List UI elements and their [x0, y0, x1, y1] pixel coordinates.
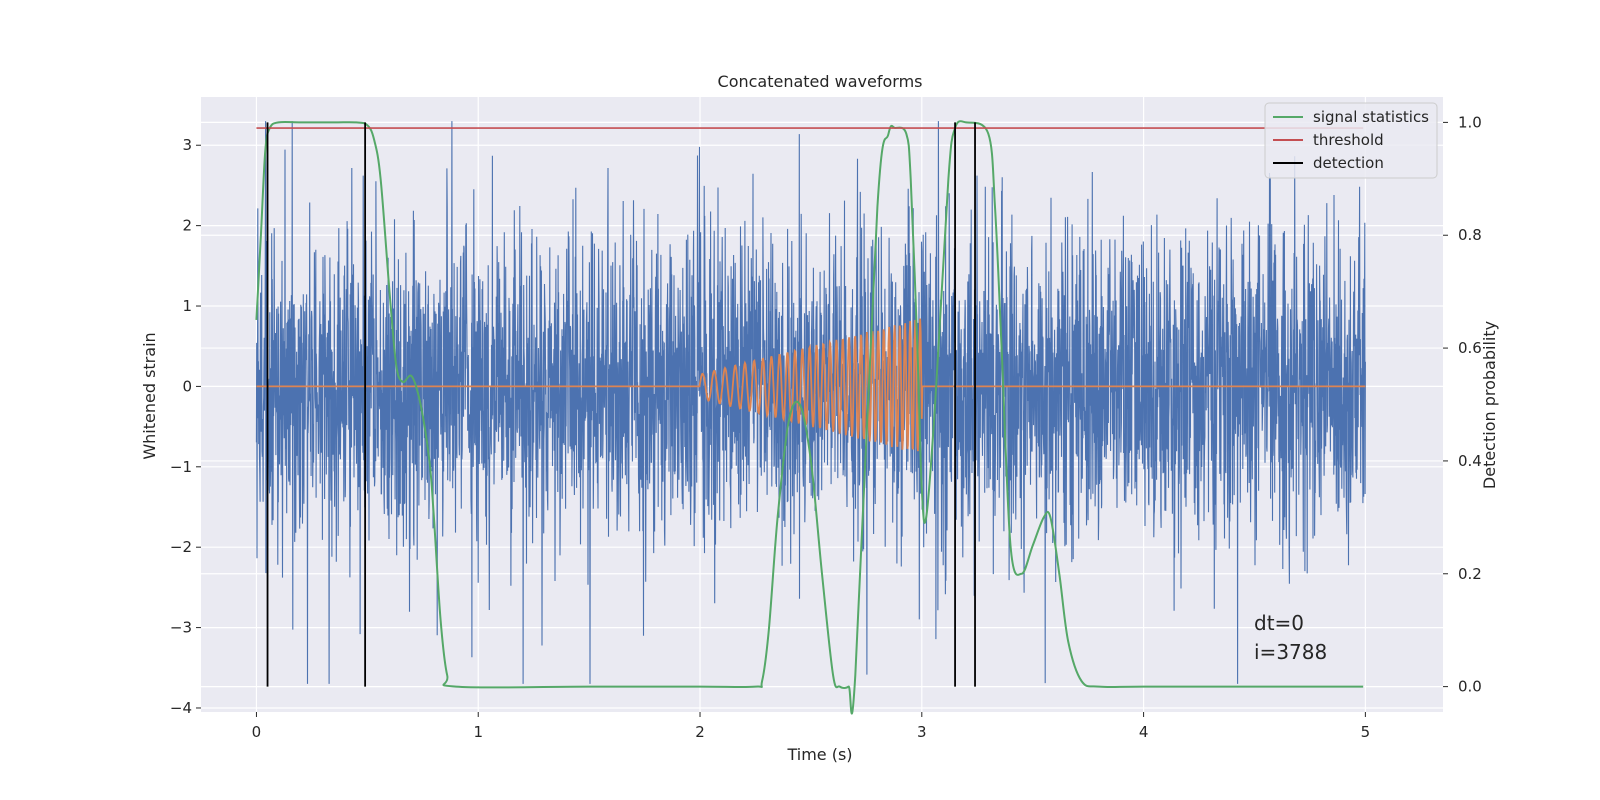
- x-axis-ticks: 0 1 2 3 4 5: [252, 712, 1370, 741]
- strain-noise-line: [255, 121, 1366, 684]
- annotation-index: i=3788: [1254, 640, 1327, 664]
- chart-title: Concatenated waveforms: [718, 72, 923, 91]
- y-left-tick-label: −4: [170, 699, 192, 717]
- legend-label: detection: [1313, 154, 1384, 172]
- legend-box: [1264, 102, 1438, 179]
- legend-label: threshold: [1313, 131, 1384, 149]
- y-left-tick-label: 2: [182, 217, 192, 235]
- x-tick-label: 1: [473, 723, 483, 741]
- chirp-line: [256, 318, 1366, 452]
- signal-statistics-line: [255, 120, 1364, 715]
- y-right-tick-label: 0.4: [1458, 452, 1482, 470]
- left-y-axis-label: Whitened strain: [140, 332, 159, 459]
- annotation-dt: dt=0: [1254, 611, 1304, 635]
- x-tick-label: 5: [1361, 723, 1371, 741]
- x-tick-label: 2: [695, 723, 705, 741]
- y-right-tick-label: 0.6: [1458, 339, 1482, 357]
- injected-chirp-series: [256, 318, 1366, 452]
- right-y-axis-label: Detection probability: [1480, 321, 1499, 489]
- y-right-tick-label: 0.0: [1458, 678, 1482, 696]
- signal-statistics-series: [255, 120, 1364, 715]
- right-y-axis-ticks: 0.0 0.2 0.4 0.6 0.8 1.0: [1443, 113, 1482, 696]
- x-tick-label: 3: [917, 723, 927, 741]
- x-axis-label: Time (s): [786, 745, 852, 764]
- y-left-tick-label: 1: [182, 297, 192, 315]
- strain-noise-series: [255, 121, 1366, 684]
- legend: signal statistics threshold detection: [1264, 102, 1438, 179]
- y-right-tick-label: 0.2: [1458, 565, 1482, 583]
- x-tick-label: 4: [1139, 723, 1149, 741]
- x-tick-label: 0: [252, 723, 262, 741]
- y-left-tick-label: 0: [182, 377, 192, 395]
- left-y-axis-ticks: −4 −3 −2 −1 0 1 2 3: [170, 136, 201, 717]
- y-left-tick-label: −3: [170, 619, 192, 637]
- legend-label: signal statistics: [1313, 108, 1429, 126]
- y-left-tick-label: 3: [182, 136, 192, 154]
- y-right-tick-label: 0.8: [1458, 226, 1482, 244]
- detection-lines: [266, 122, 976, 687]
- y-left-tick-label: −1: [170, 458, 192, 476]
- y-right-tick-label: 1.0: [1458, 113, 1482, 131]
- y-left-tick-label: −2: [170, 538, 192, 556]
